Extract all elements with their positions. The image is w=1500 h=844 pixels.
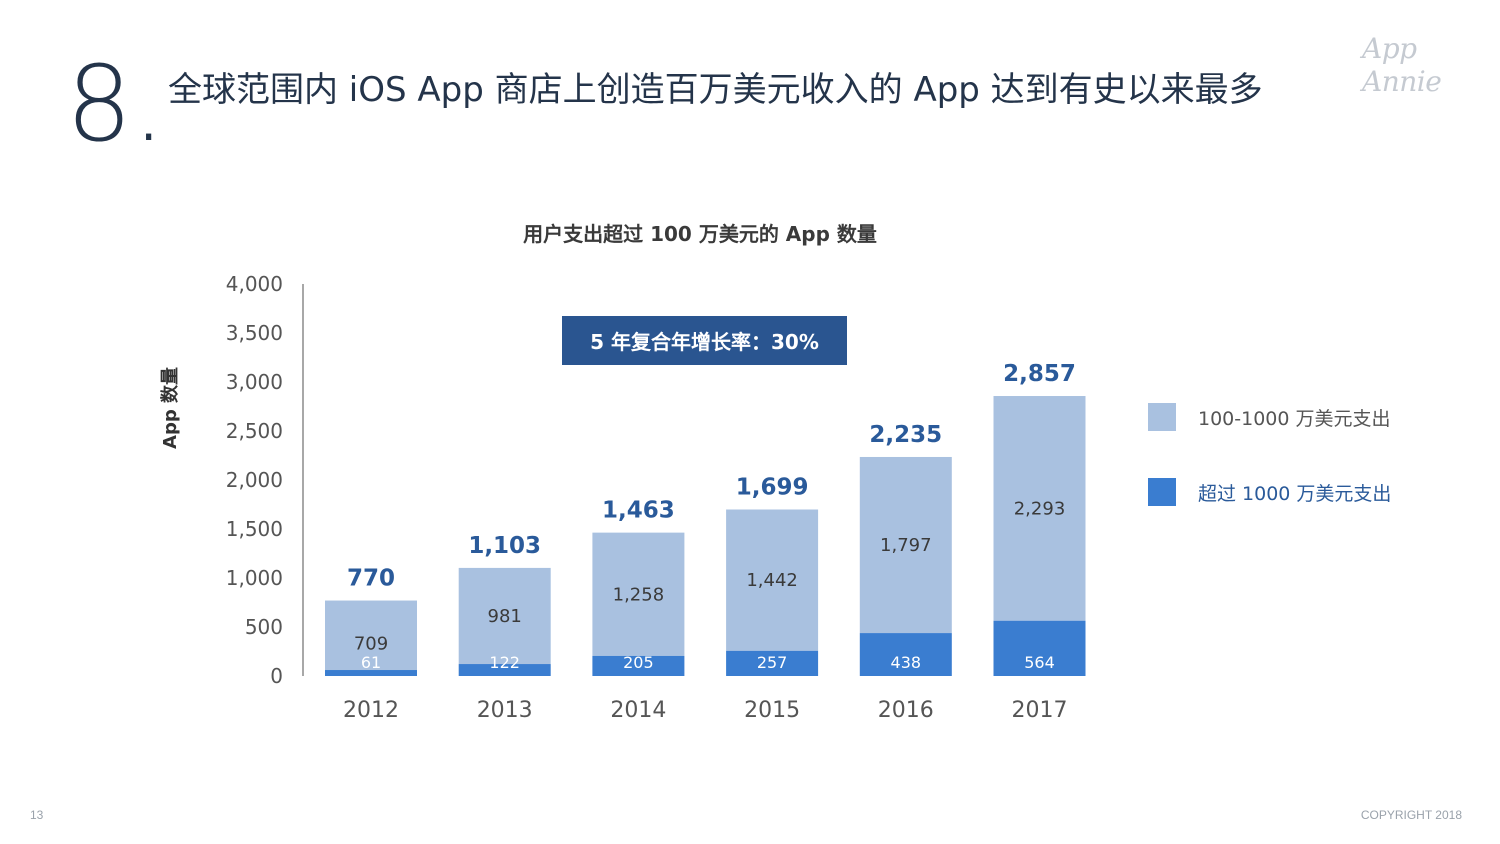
- chart-title: 用户支出超过 100 万美元的 App 数量: [523, 222, 877, 246]
- chart-legend: 100-1000 万美元支出 超过 1000 万美元支出: [1148, 400, 1391, 550]
- data-label-top-tier: 438: [891, 653, 922, 672]
- legend-item-mid-tier: 100-1000 万美元支出: [1148, 400, 1391, 434]
- bar-segment-mid-tier: [993, 396, 1086, 621]
- total-label: 2,235: [869, 422, 942, 448]
- y-tick-label: 500: [245, 615, 283, 639]
- x-tick-label: 2016: [878, 698, 934, 723]
- y-tick-label: 3,500: [226, 321, 283, 345]
- bar-segment-top-tier: [859, 633, 952, 676]
- bar-segment-top-tier: [592, 655, 685, 676]
- x-tick-label: 2012: [343, 698, 399, 723]
- legend-swatch-light: [1148, 403, 1176, 431]
- data-label-mid-tier: 981: [488, 606, 522, 627]
- bar-segment-top-tier: [325, 670, 417, 676]
- page-number: 13: [30, 808, 44, 822]
- data-label-top-tier: 61: [361, 653, 381, 672]
- copyright: COPYRIGHT 2018: [1360, 808, 1462, 822]
- slide-number: 8.: [66, 43, 166, 165]
- x-tick-label: 2014: [610, 698, 666, 723]
- legend-label-mid-tier: 100-1000 万美元支出: [1198, 407, 1391, 430]
- bar-segment-mid-tier: [592, 532, 685, 656]
- cagr-callout: 5 年复合年增长率：30%: [562, 316, 847, 365]
- bar-segment-top-tier: [993, 620, 1086, 676]
- y-tick-label: 0: [270, 664, 283, 688]
- data-label-mid-tier: 2,293: [1014, 498, 1066, 519]
- legend-label-top-tier: 超过 1000 万美元支出: [1198, 482, 1392, 505]
- y-tick-label: 3,000: [226, 370, 283, 394]
- y-tick-label: 2,500: [226, 419, 283, 443]
- bar-segment-mid-tier: [458, 567, 551, 665]
- bar-segment-mid-tier: [325, 600, 417, 671]
- data-label-mid-tier: 709: [354, 633, 388, 654]
- x-tick-label: 2017: [1012, 698, 1068, 723]
- app-annie-logo: App Annie: [1362, 32, 1442, 98]
- legend-item-top-tier: 超过 1000 万美元支出: [1148, 475, 1391, 509]
- bar-segment-mid-tier: [859, 456, 952, 634]
- data-label-top-tier: 122: [489, 653, 520, 672]
- x-tick-label: 2013: [477, 698, 533, 723]
- y-tick-label: 2,000: [226, 468, 283, 492]
- bar-segment-top-tier: [458, 664, 551, 676]
- data-label-top-tier: 257: [757, 653, 788, 672]
- data-label-mid-tier: 1,797: [880, 535, 932, 556]
- data-label-top-tier: 205: [623, 653, 654, 672]
- bar-segment-top-tier: [726, 650, 819, 676]
- x-tick-label: 2015: [744, 698, 800, 723]
- total-label: 1,699: [736, 474, 809, 500]
- total-label: 1,103: [468, 533, 541, 559]
- total-label: 1,463: [602, 498, 675, 524]
- data-label-mid-tier: 1,258: [613, 584, 665, 605]
- y-tick-label: 1,000: [226, 566, 283, 590]
- legend-swatch-dark: [1148, 478, 1176, 506]
- y-tick-label: 4,000: [226, 272, 283, 296]
- total-label: 2,857: [1003, 361, 1076, 387]
- data-label-top-tier: 564: [1024, 653, 1055, 672]
- total-label: 770: [347, 566, 395, 592]
- data-label-mid-tier: 1,442: [746, 570, 798, 591]
- bar-segment-mid-tier: [726, 509, 819, 651]
- slide-title: 全球范围内 iOS App 商店上创造百万美元收入的 App 达到有史以来最多: [168, 70, 1263, 110]
- y-tick-label: 1,500: [226, 517, 283, 541]
